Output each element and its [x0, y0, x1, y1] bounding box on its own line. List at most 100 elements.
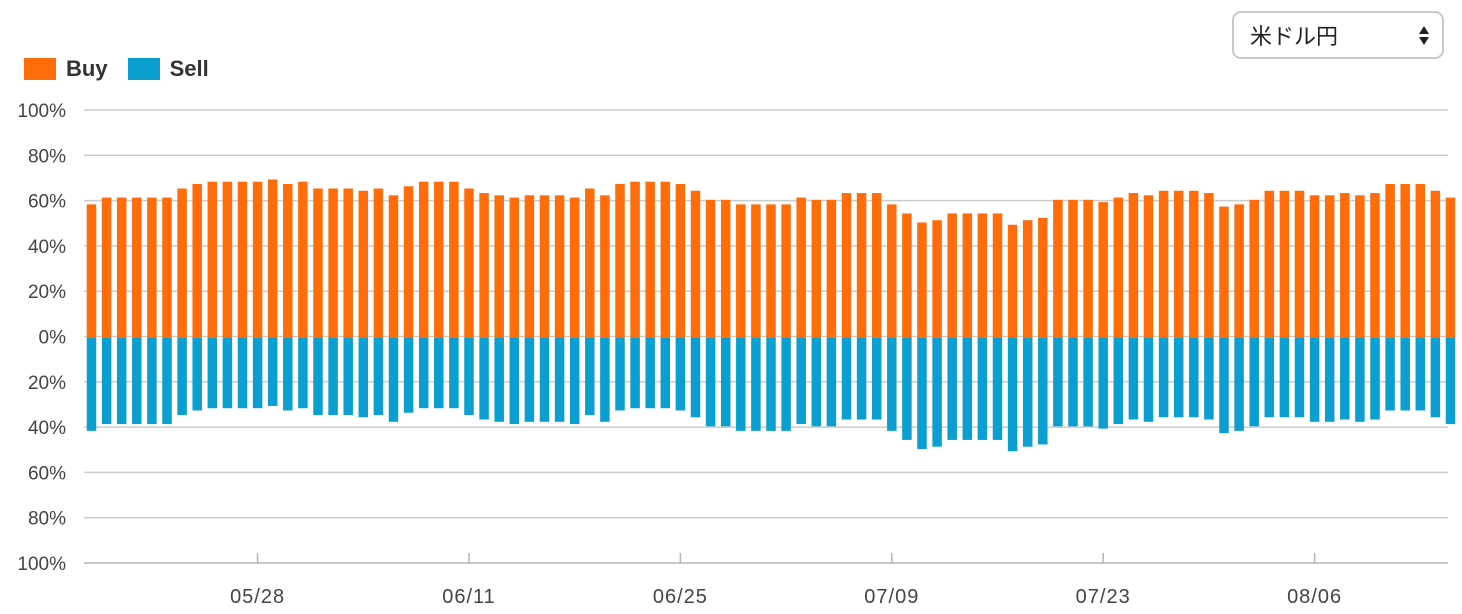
sell-bar — [932, 338, 942, 447]
buy-bar — [1173, 190, 1184, 338]
sell-bar — [539, 338, 550, 422]
buy-bar — [660, 181, 671, 338]
buy-bar — [524, 195, 535, 338]
buy-bar — [132, 197, 142, 338]
buy-bar — [1340, 193, 1350, 338]
buy-bar — [509, 197, 520, 338]
buy-bar — [962, 213, 973, 338]
sell-bar — [418, 338, 429, 409]
buy-bar — [177, 188, 187, 338]
buy-bar — [1098, 202, 1108, 338]
currency-pair-select[interactable]: 米ドル円 — [1232, 11, 1444, 59]
sell-bar — [1083, 338, 1093, 427]
buy-bar — [1083, 199, 1093, 338]
sell-bar — [116, 338, 127, 425]
sell-bar — [826, 338, 837, 427]
buy-bar — [328, 188, 338, 338]
buy-bar — [569, 197, 580, 338]
buy-bar — [1113, 197, 1124, 338]
sell-bar — [1340, 338, 1350, 420]
sell-bar — [1309, 338, 1320, 422]
buy-bar — [736, 204, 746, 338]
sell-bar — [781, 338, 791, 431]
sell-bar — [766, 338, 776, 431]
sell-bar — [434, 338, 444, 409]
sell-bar — [554, 338, 565, 422]
buy-bar — [343, 188, 353, 338]
sell-bar — [1294, 338, 1305, 418]
legend-item-sell[interactable]: Sell — [127, 56, 209, 82]
buy-bar — [887, 204, 897, 338]
x-tick-label: 08/06 — [1287, 586, 1342, 608]
legend-item-buy[interactable]: Buy — [24, 56, 108, 82]
y-tick-label: 40% — [28, 237, 66, 258]
sell-bar — [1370, 338, 1380, 420]
buy-bar — [1249, 199, 1259, 338]
buy-bar — [751, 204, 761, 338]
buy-bar — [1445, 197, 1456, 338]
sell-bar — [736, 338, 746, 431]
buy-bar — [781, 204, 791, 338]
sell-bar — [1068, 338, 1078, 427]
buy-bar — [207, 181, 218, 338]
sell-bar — [1264, 338, 1275, 418]
sell-bar — [645, 338, 655, 409]
buy-bar — [418, 181, 429, 338]
y-tick-label: 40% — [28, 418, 66, 439]
sell-bar — [524, 338, 535, 422]
select-arrows-icon — [1418, 25, 1430, 45]
buy-bar — [826, 199, 837, 338]
buy-bar — [1385, 183, 1395, 338]
sell-bar — [977, 338, 988, 440]
sell-bar — [464, 338, 474, 416]
buy-bar — [1279, 190, 1290, 338]
sell-bar — [343, 338, 353, 416]
sell-bar — [192, 338, 202, 411]
sell-bar — [1053, 338, 1063, 427]
sell-bar — [162, 338, 172, 425]
buy-bar — [675, 183, 686, 338]
buy-bar — [705, 199, 716, 338]
legend-label-buy: Buy — [66, 56, 108, 81]
buy-bar — [1370, 193, 1380, 338]
buy-bar — [1324, 195, 1335, 338]
sell-bar — [841, 338, 852, 420]
buy-bar — [1007, 224, 1018, 338]
sell-bar — [252, 338, 263, 409]
y-tick-label: 80% — [28, 146, 66, 167]
buy-bar — [252, 181, 263, 338]
sell-bar — [615, 338, 625, 411]
x-tick-label: 06/25 — [653, 586, 708, 608]
sell-bar — [1189, 338, 1199, 418]
buy-bar — [1204, 193, 1214, 338]
sell-bar — [86, 338, 97, 431]
buy-bar — [388, 195, 399, 338]
buy-bar — [192, 183, 202, 338]
sell-bar — [1204, 338, 1214, 420]
sell-bar — [1143, 338, 1154, 422]
buy-bar — [222, 181, 233, 338]
sell-bar — [947, 338, 957, 440]
buy-bar — [690, 190, 701, 338]
buy-bar — [237, 181, 248, 338]
buy-bar — [1143, 195, 1154, 338]
sell-bar — [1324, 338, 1335, 422]
sell-bar — [1430, 338, 1441, 418]
sell-bar — [630, 338, 640, 409]
buy-bar — [403, 186, 414, 338]
buy-bar — [298, 181, 308, 338]
sell-bar — [479, 338, 489, 420]
buy-bar — [902, 213, 912, 338]
x-tick-label: 06/11 — [442, 586, 496, 608]
sell-bar — [720, 338, 731, 427]
sell-bar — [871, 338, 882, 420]
sell-bar — [237, 338, 248, 409]
buy-bar — [1128, 193, 1139, 338]
y-tick-label: 80% — [28, 509, 66, 530]
sell-bar — [283, 338, 293, 411]
sell-bar — [207, 338, 218, 409]
buy-bar — [720, 199, 731, 338]
buy-bar — [1415, 183, 1426, 338]
sell-bar — [1355, 338, 1365, 422]
